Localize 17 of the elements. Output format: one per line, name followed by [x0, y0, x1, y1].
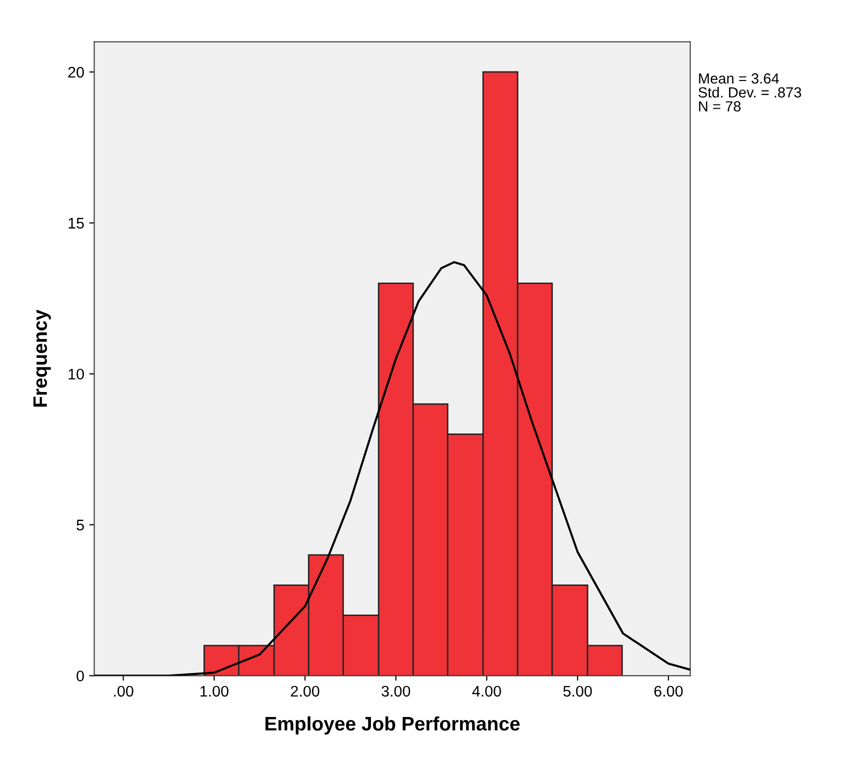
text: Std. Dev. = .873	[698, 86, 802, 98]
y-tick-label: 10	[68, 368, 84, 380]
x-tick-label: 4.00	[472, 686, 501, 697]
x-tick-label: 5.00	[563, 686, 592, 697]
text: Mean = 3.64	[699, 73, 779, 84]
y-axis-title: Frequency	[33, 310, 51, 407]
y-tick-label: 15	[68, 218, 84, 229]
x-tick-label: 1.00	[200, 686, 228, 697]
y-tick-label: 20	[68, 66, 84, 78]
x-axis-title: Employee Job Performance	[265, 716, 520, 734]
x-tick-label: 2.00	[290, 686, 320, 697]
x-tick-label: 3.00	[382, 686, 410, 697]
y-tick-label: 5	[76, 520, 84, 530]
x-tick-label: .00	[114, 686, 134, 697]
y-tick-label: 0	[76, 670, 84, 682]
x-tick-label: 6.00	[654, 686, 683, 697]
text: N = 78	[699, 101, 741, 112]
